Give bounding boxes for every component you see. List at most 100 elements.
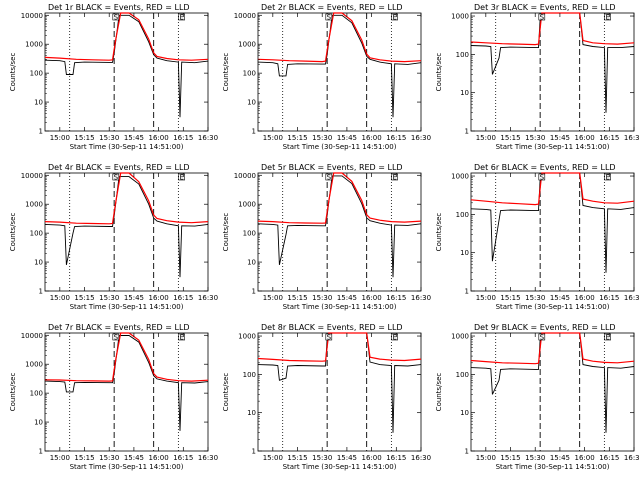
x-tick-label: 15:00 xyxy=(263,454,283,462)
x-tick-label: 15:00 xyxy=(476,454,496,462)
x-tick-label: 15:15 xyxy=(74,454,94,462)
events-series-line xyxy=(257,175,422,278)
y-tick-label: 10 xyxy=(460,249,469,257)
marker-label: E xyxy=(392,334,396,342)
x-tick-label: 15:00 xyxy=(476,294,496,302)
x-tick-label: 16:30 xyxy=(411,294,431,302)
lld-series-line xyxy=(257,332,422,362)
x-tick-label: 15:00 xyxy=(263,294,283,302)
y-tick-label: 10 xyxy=(247,409,256,417)
marker-box xyxy=(604,13,611,21)
y-tick-label: 1000 xyxy=(238,201,256,209)
y-tick-label: 100 xyxy=(30,230,43,238)
x-tick-label: 16:30 xyxy=(624,454,640,462)
chart-panel: Det 4r BLACK = Events, RED = LLD S E 15:00 1… xyxy=(9,163,218,311)
lld-series-line xyxy=(44,12,209,61)
x-axis-label: Start Time (30-Sep-11 14:51:00) xyxy=(283,463,397,471)
lld-series-line xyxy=(470,332,635,365)
y-tick-label: 10 xyxy=(34,419,43,427)
x-tick-label: 16:30 xyxy=(624,134,640,142)
x-tick-label: 16:00 xyxy=(149,134,169,142)
plot-frame xyxy=(257,172,422,292)
chart-panel: Det 7r BLACK = Events, RED = LLD S E 15:00 1… xyxy=(9,323,218,471)
x-tick-label: 16:00 xyxy=(362,134,382,142)
x-tick-label: 15:00 xyxy=(50,294,70,302)
x-tick-label: 15:00 xyxy=(50,454,70,462)
y-tick-label: 10 xyxy=(460,409,469,417)
y-axis-label: Counts/sec xyxy=(222,373,230,412)
x-tick-label: 16:15 xyxy=(386,294,406,302)
y-tick-label: 100 xyxy=(243,70,256,78)
x-tick-label: 15:45 xyxy=(550,134,570,142)
y-tick-label: 1 xyxy=(465,288,469,296)
marker-box xyxy=(538,13,546,21)
x-axis-label: Start Time (30-Sep-11 14:51:00) xyxy=(496,463,610,471)
x-tick-label: 15:00 xyxy=(476,134,496,142)
x-tick-label: 16:00 xyxy=(575,454,595,462)
y-tick-label: 100 xyxy=(243,230,256,238)
chart-title: Det 1r BLACK = Events, RED = LLD xyxy=(48,3,190,12)
y-tick-label: 10 xyxy=(247,99,256,107)
y-axis-label: Counts/sec xyxy=(435,53,443,92)
lld-series-line xyxy=(44,332,209,382)
x-tick-label: 16:00 xyxy=(149,454,169,462)
chart-title: Det 5r BLACK = Events, RED = LLD xyxy=(261,163,403,172)
marker-label: E xyxy=(605,174,609,182)
events-series-line xyxy=(44,14,209,118)
y-tick-label: 100 xyxy=(243,371,256,379)
marker-label: E xyxy=(605,334,609,342)
lld-series-line xyxy=(44,172,209,225)
plot-frame xyxy=(257,12,422,132)
x-tick-label: 15:15 xyxy=(74,294,94,302)
marker-label: S xyxy=(114,14,119,22)
lld-series-line xyxy=(470,12,635,46)
x-axis-label: Start Time (30-Sep-11 14:51:00) xyxy=(283,143,397,151)
x-tick-label: 15:15 xyxy=(287,134,307,142)
y-tick-label: 1 xyxy=(39,448,43,456)
marker-box xyxy=(391,13,398,21)
x-tick-label: 15:30 xyxy=(312,134,332,142)
x-tick-label: 16:30 xyxy=(198,294,218,302)
y-tick-label: 10 xyxy=(247,259,256,267)
x-tick-label: 15:15 xyxy=(74,134,94,142)
events-series-line xyxy=(44,335,209,431)
y-axis-label: Counts/sec xyxy=(9,53,17,92)
x-tick-label: 16:15 xyxy=(599,134,619,142)
x-tick-label: 16:30 xyxy=(624,294,640,302)
x-tick-label: 16:00 xyxy=(575,134,595,142)
marker-label: S xyxy=(114,174,119,182)
x-tick-label: 15:30 xyxy=(312,294,332,302)
x-tick-label: 16:00 xyxy=(362,454,382,462)
y-tick-label: 1000 xyxy=(25,41,43,49)
y-tick-label: 1000 xyxy=(25,361,43,369)
x-tick-label: 15:30 xyxy=(525,294,545,302)
marker-box xyxy=(604,173,611,181)
x-tick-label: 16:15 xyxy=(173,294,193,302)
plot-frame xyxy=(44,12,209,132)
y-tick-label: 1 xyxy=(39,288,43,296)
marker-label: E xyxy=(392,14,396,22)
y-tick-label: 1 xyxy=(252,448,256,456)
x-tick-label: 16:15 xyxy=(599,294,619,302)
y-tick-label: 1 xyxy=(252,128,256,136)
marker-box xyxy=(112,333,120,341)
marker-label: S xyxy=(540,334,545,342)
x-tick-label: 15:15 xyxy=(500,134,520,142)
y-tick-label: 100 xyxy=(456,51,469,59)
x-tick-label: 16:15 xyxy=(173,454,193,462)
y-axis-label: Counts/sec xyxy=(9,213,17,252)
marker-box xyxy=(538,333,546,341)
y-tick-label: 10000 xyxy=(234,172,256,180)
x-tick-label: 15:15 xyxy=(287,294,307,302)
marker-label: S xyxy=(540,174,545,182)
y-tick-label: 10000 xyxy=(234,12,256,20)
y-tick-label: 10000 xyxy=(21,12,43,20)
marker-label: E xyxy=(179,174,183,182)
x-tick-label: 15:15 xyxy=(500,294,520,302)
y-tick-label: 1000 xyxy=(25,201,43,209)
x-tick-label: 16:00 xyxy=(362,294,382,302)
y-axis-label: Counts/sec xyxy=(222,53,230,92)
marker-box xyxy=(325,333,333,341)
x-tick-label: 15:45 xyxy=(124,454,144,462)
